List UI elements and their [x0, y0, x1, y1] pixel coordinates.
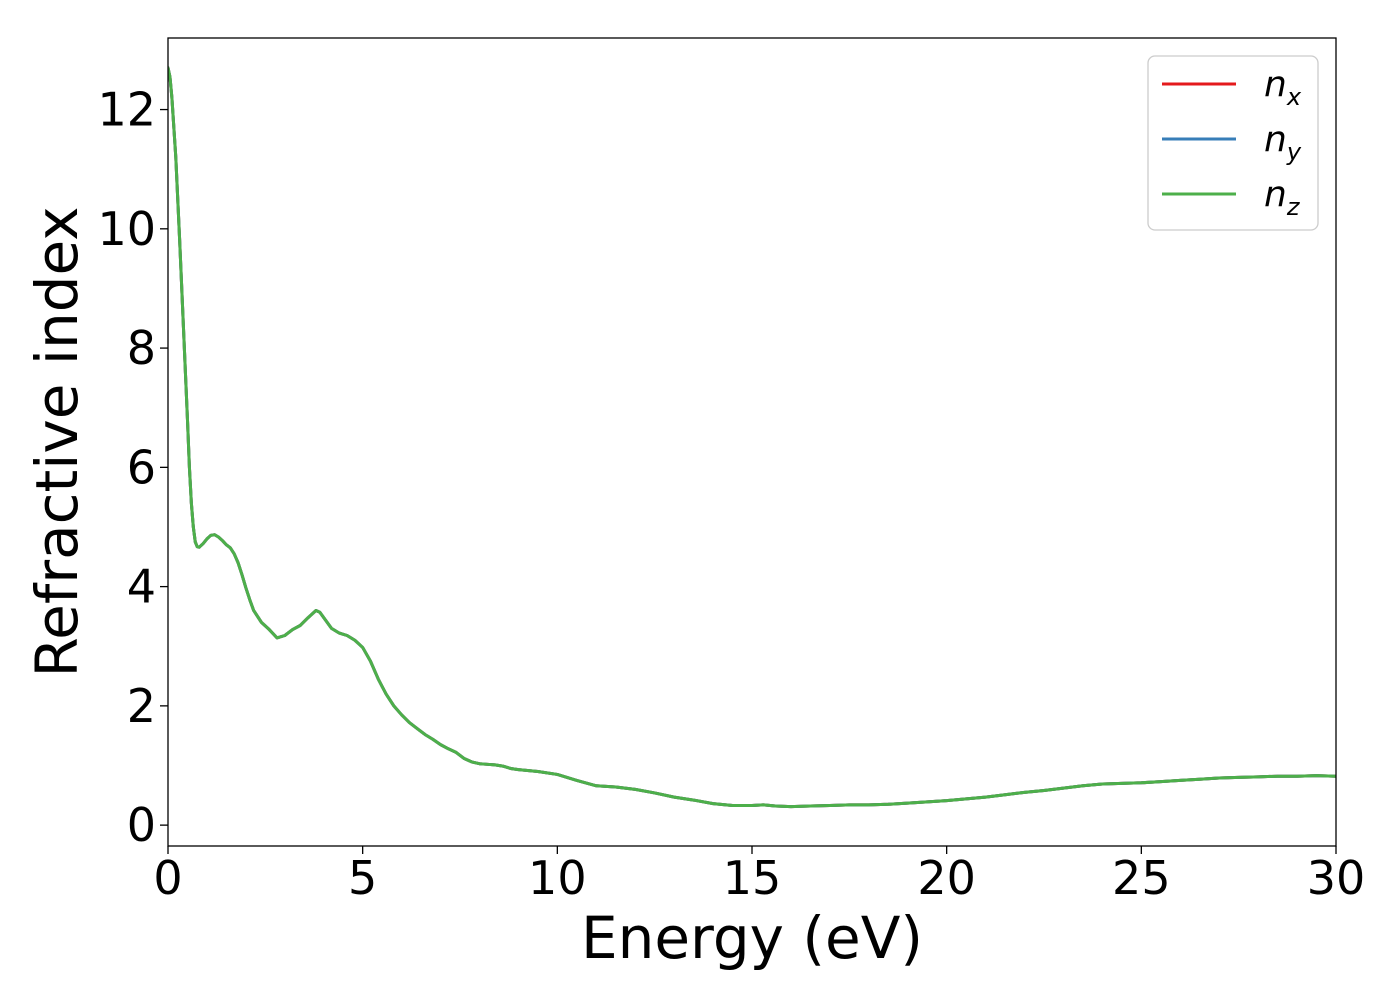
x-tick-label: 30 — [1307, 851, 1366, 905]
y-tick-label: 0 — [127, 798, 156, 852]
legend-label-base: n — [1264, 119, 1287, 160]
legend-label-subscript: z — [1286, 193, 1301, 221]
y-axis: 0 2 4 6 8 10 12 — [97, 83, 168, 852]
x-tick-label: 0 — [153, 851, 182, 905]
legend-label-base: n — [1264, 64, 1287, 105]
x-tick-label: 20 — [917, 851, 976, 905]
legend-label-nx: nx — [1264, 64, 1302, 111]
legend-label-ny: ny — [1264, 119, 1302, 166]
x-tick-label: 25 — [1112, 851, 1171, 905]
x-tick-label: 5 — [348, 851, 377, 905]
y-tick-label: 12 — [97, 83, 156, 137]
legend-label-subscript: y — [1286, 138, 1302, 166]
legend-box — [1147, 55, 1319, 231]
y-tick-label: 8 — [127, 321, 156, 375]
y-axis-title: Refractive index — [23, 206, 91, 677]
series-line-nz — [168, 66, 1336, 809]
legend-label-base: n — [1264, 174, 1287, 215]
x-axis-title: Energy (eV) — [581, 904, 923, 972]
x-tick-label: 15 — [723, 851, 782, 905]
legend-label-nz: nz — [1264, 174, 1301, 221]
y-tick-label: 2 — [127, 679, 156, 733]
series-layer — [168, 66, 1336, 809]
x-tick-label: 10 — [528, 851, 587, 905]
plot-area — [167, 37, 1337, 847]
y-tick-label: 4 — [127, 560, 156, 614]
x-axis: 0 5 10 15 20 25 30 — [153, 846, 1365, 905]
legend-label-subscript: x — [1286, 83, 1302, 111]
y-tick-label: 6 — [127, 440, 156, 494]
y-tick-label: 10 — [97, 202, 156, 256]
